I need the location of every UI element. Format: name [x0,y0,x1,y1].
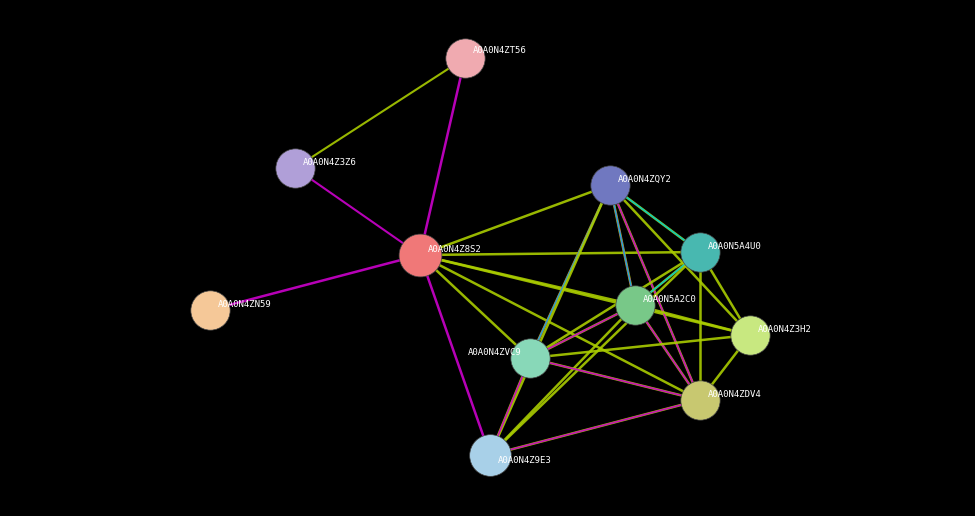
Text: A0A0N5A2C0: A0A0N5A2C0 [643,295,697,304]
Text: A0A0N4Z9E3: A0A0N4Z9E3 [498,456,552,465]
Point [603,181,618,189]
Text: A0A0N4ZT56: A0A0N4ZT56 [473,46,526,55]
Text: A0A0N5A4U0: A0A0N5A4U0 [708,242,761,251]
Text: A0A0N4Z8S2: A0A0N4Z8S2 [428,245,482,254]
Point [742,331,758,339]
Point [412,251,428,259]
Text: A0A0N4ZDV4: A0A0N4ZDV4 [708,390,761,399]
Point [202,306,217,314]
Point [627,301,643,309]
Point [288,164,303,172]
Point [692,396,708,404]
Text: A0A0N4ZN59: A0A0N4ZN59 [218,300,272,309]
Text: A0A0N4Z3Z6: A0A0N4Z3Z6 [303,158,357,167]
Text: A0A0N4ZQY2: A0A0N4ZQY2 [618,175,672,184]
Point [483,451,498,459]
Text: A0A0N4ZVC9: A0A0N4ZVC9 [468,348,522,357]
Point [457,54,473,62]
Point [523,354,538,362]
Point [692,248,708,256]
Text: A0A0N4Z3H2: A0A0N4Z3H2 [758,325,812,334]
